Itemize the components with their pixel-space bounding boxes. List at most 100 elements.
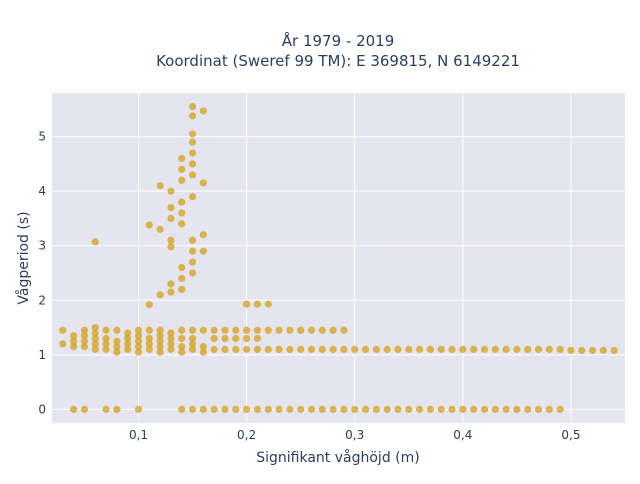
data-point	[188, 405, 197, 413]
data-point	[394, 345, 402, 353]
data-point	[80, 343, 89, 351]
data-point	[275, 326, 283, 334]
data-point	[167, 334, 175, 343]
data-point	[80, 337, 89, 345]
data-point	[340, 326, 348, 334]
data-point	[145, 345, 153, 353]
data-point	[167, 340, 175, 348]
data-point	[307, 326, 316, 334]
data-point	[383, 345, 391, 353]
data-point	[188, 326, 197, 334]
data-point	[156, 326, 164, 334]
data-point	[275, 405, 283, 413]
data-point	[156, 182, 164, 190]
data-point	[275, 345, 283, 353]
data-point	[91, 334, 99, 343]
grid-lines	[52, 93, 625, 423]
data-point	[167, 329, 175, 337]
data-point	[232, 334, 240, 343]
data-point	[459, 405, 467, 413]
data-point	[297, 405, 305, 413]
data-point	[178, 220, 186, 228]
data-point	[188, 112, 197, 120]
plot-area	[52, 93, 625, 423]
data-point	[70, 405, 78, 413]
data-point	[124, 334, 132, 343]
data-point	[178, 348, 186, 356]
data-point	[480, 405, 489, 413]
data-point	[188, 334, 197, 343]
data-point	[588, 346, 597, 355]
data-point	[210, 405, 218, 413]
data-point	[221, 405, 229, 413]
data-point	[199, 231, 207, 239]
data-point	[80, 326, 89, 334]
y-tick-label: 2	[38, 293, 46, 307]
data-point	[102, 405, 110, 413]
data-point	[124, 345, 132, 353]
data-point	[351, 345, 359, 353]
data-point	[318, 326, 326, 334]
data-point	[188, 345, 197, 353]
data-point	[307, 405, 316, 413]
data-point	[188, 258, 197, 266]
data-point	[145, 340, 153, 348]
data-point	[91, 329, 99, 337]
data-point	[297, 326, 305, 334]
data-point	[156, 332, 164, 340]
data-point	[167, 288, 175, 296]
data-point	[178, 154, 186, 163]
data-point	[113, 348, 121, 356]
data-point	[188, 103, 197, 111]
data-point	[188, 160, 197, 168]
data-point	[297, 345, 305, 353]
data-point	[199, 405, 207, 413]
data-point	[232, 405, 240, 413]
data-point	[221, 326, 229, 334]
data-point	[264, 405, 272, 413]
data-point	[437, 405, 445, 413]
y-tick-labels: 0 1 2 3 4 5	[38, 130, 46, 417]
data-point	[253, 334, 262, 343]
data-point	[156, 348, 164, 356]
data-point	[243, 405, 251, 413]
data-point	[394, 405, 402, 413]
data-point	[286, 326, 294, 334]
data-point	[178, 198, 186, 206]
data-point	[286, 405, 294, 413]
data-point	[134, 405, 143, 413]
data-point	[70, 343, 78, 351]
x-tick-labels: 0,1 0,2 0,3 0,4 0,5	[129, 428, 581, 442]
data-point	[232, 326, 240, 334]
data-point	[253, 326, 262, 334]
data-point	[448, 345, 456, 353]
data-point	[491, 405, 499, 413]
data-point	[188, 236, 197, 244]
data-point	[264, 345, 272, 353]
data-point	[188, 247, 197, 255]
data-point	[513, 405, 521, 413]
data-point	[124, 329, 132, 337]
data-point	[243, 345, 251, 353]
data-point	[502, 405, 510, 413]
data-point	[556, 345, 564, 353]
data-point	[102, 345, 110, 353]
data-point	[351, 405, 359, 413]
data-point	[91, 323, 99, 332]
y-tick-label: 3	[38, 239, 46, 253]
data-point	[178, 176, 186, 184]
data-point	[91, 340, 99, 348]
data-point	[59, 326, 67, 334]
y-tick-label: 5	[38, 130, 46, 144]
data-point	[178, 326, 186, 334]
data-point	[113, 337, 121, 345]
data-point	[534, 405, 543, 413]
data-point	[470, 405, 478, 413]
data-point	[156, 225, 164, 233]
data-point	[361, 345, 370, 353]
data-point	[145, 326, 153, 334]
data-point	[145, 221, 153, 229]
data-point	[502, 345, 510, 353]
data-point	[567, 346, 575, 355]
